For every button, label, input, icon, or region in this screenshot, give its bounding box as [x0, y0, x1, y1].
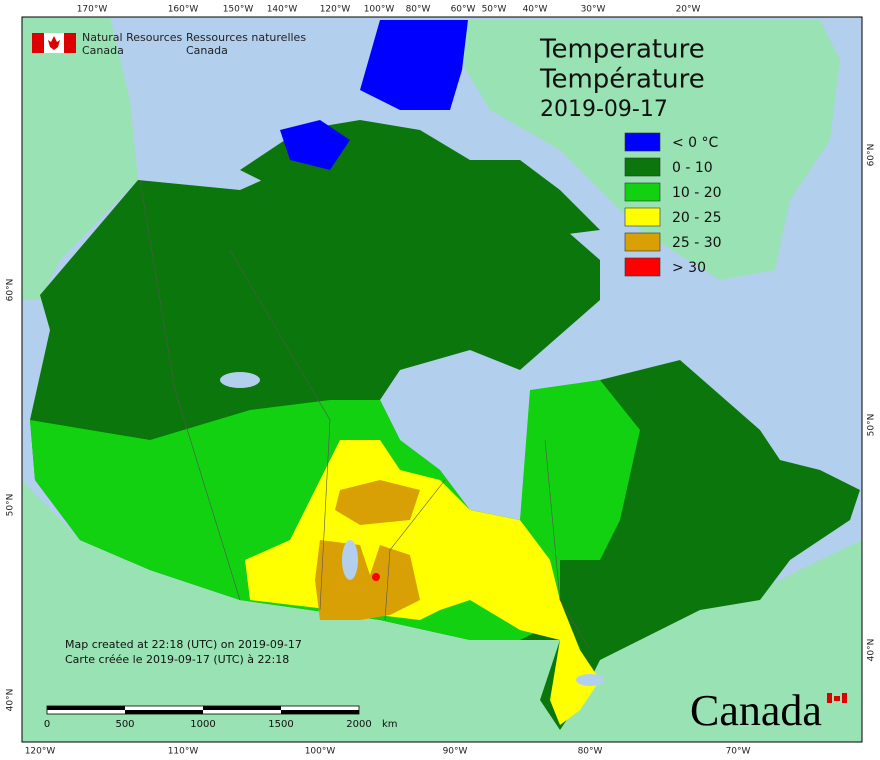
- map-frame: [22, 17, 862, 742]
- longitude-label: 140°W: [267, 5, 298, 15]
- border: [139, 179, 241, 601]
- title: Temperature: [539, 35, 705, 65]
- longitude-label: 20°W: [676, 5, 701, 15]
- longitude-label: 100°W: [364, 5, 395, 15]
- longitude-label: 70°W: [726, 747, 751, 757]
- legend-label: > 30: [672, 260, 706, 276]
- flag-bar: [64, 33, 76, 53]
- legend-swatch: [624, 232, 661, 252]
- latitude-label: 60°N: [867, 144, 877, 167]
- scale-segment: [203, 706, 281, 710]
- border: [544, 439, 591, 651]
- legend-swatch: [624, 207, 661, 227]
- united-states: [22, 480, 862, 742]
- longitude-label: 30°W: [581, 5, 606, 15]
- border: [229, 249, 331, 611]
- scale-segment: [281, 710, 359, 714]
- region-above-30: [372, 573, 380, 581]
- flag-bar: [827, 693, 832, 703]
- lake: [576, 674, 604, 686]
- longitude-label: 60°W: [451, 5, 476, 15]
- title-date: 2019-09-17: [540, 97, 668, 122]
- scale-unit: km: [382, 719, 398, 730]
- footer-note: Carte créée le 2019-09-17 (UTC) à 22:18: [65, 653, 289, 666]
- legend-swatch: [624, 157, 661, 177]
- legend-swatch: [624, 132, 661, 152]
- agency-en: Natural Resources: [82, 31, 183, 44]
- region-below-0: [280, 120, 350, 170]
- longitude-label: 160°W: [168, 5, 199, 15]
- legend-label: < 0 °C: [672, 135, 719, 151]
- scale-label: 0: [44, 719, 50, 730]
- legend: < 0 °C 0 - 10 10 - 20 20 - 25 25 - 30 > 30: [624, 132, 722, 277]
- longitude-label: 80°W: [578, 747, 603, 757]
- longitude-label: 50°W: [482, 5, 507, 15]
- lake: [342, 540, 358, 580]
- region-20-25: [245, 440, 600, 725]
- legend-swatch: [624, 257, 661, 277]
- longitude-label: 170°W: [77, 5, 108, 15]
- maple-leaf: [834, 696, 840, 701]
- region-25-30: [335, 480, 420, 525]
- longitude-label: 110°W: [168, 747, 199, 757]
- longitude-label: 80°W: [406, 5, 431, 15]
- flag-bar: [842, 693, 847, 703]
- scale-bar: km 0 500 1000 1500 2000: [44, 705, 398, 730]
- longitude-label: 120°W: [320, 5, 351, 15]
- legend-swatch: [624, 182, 661, 202]
- longitude-label: 150°W: [223, 5, 254, 15]
- latitude-label: 50°N: [867, 414, 877, 437]
- region-25-30: [315, 540, 420, 620]
- region-10-20: [520, 380, 640, 560]
- scale-label: 500: [115, 719, 134, 730]
- flag-bar: [32, 33, 44, 53]
- scale-label: 1500: [268, 719, 293, 730]
- alaska: [22, 17, 138, 300]
- longitude-label: 40°W: [523, 5, 548, 15]
- border: [384, 479, 446, 621]
- scale-segment: [47, 706, 125, 710]
- nrcan-logo: Natural Resources Canada Ressources natu…: [32, 31, 306, 57]
- legend-label: 25 - 30: [672, 235, 722, 251]
- lake: [220, 372, 260, 388]
- latitude-label: 40°N: [6, 689, 16, 712]
- canada-wordmark: Canada: [690, 686, 847, 735]
- longitude-label: 120°W: [25, 747, 56, 757]
- title: Température: [539, 65, 705, 95]
- longitude-label: 100°W: [305, 747, 336, 757]
- agency-fr: Canada: [186, 44, 228, 57]
- frame-border: [21, 16, 863, 743]
- legend-label: 10 - 20: [672, 185, 722, 201]
- maple-leaf: [48, 36, 60, 50]
- region-below-0: [360, 20, 468, 110]
- scale-label: 2000: [346, 719, 371, 730]
- latitude-label: 60°N: [6, 279, 16, 302]
- agency-en: Canada: [82, 44, 124, 57]
- longitude-label: 90°W: [443, 747, 468, 757]
- scale-label: 1000: [190, 719, 215, 730]
- latitude-label: 50°N: [6, 494, 16, 517]
- legend-label: 0 - 10: [672, 160, 713, 176]
- wordmark: Canada: [690, 686, 822, 735]
- footer-note: Map created at 22:18 (UTC) on 2019-09-17: [65, 638, 302, 651]
- latitude-label: 40°N: [867, 639, 877, 662]
- legend-label: 20 - 25: [672, 210, 722, 226]
- scale-segment: [125, 710, 203, 714]
- hudson-bay: [380, 350, 530, 510]
- agency-fr: Ressources naturelles: [186, 31, 306, 44]
